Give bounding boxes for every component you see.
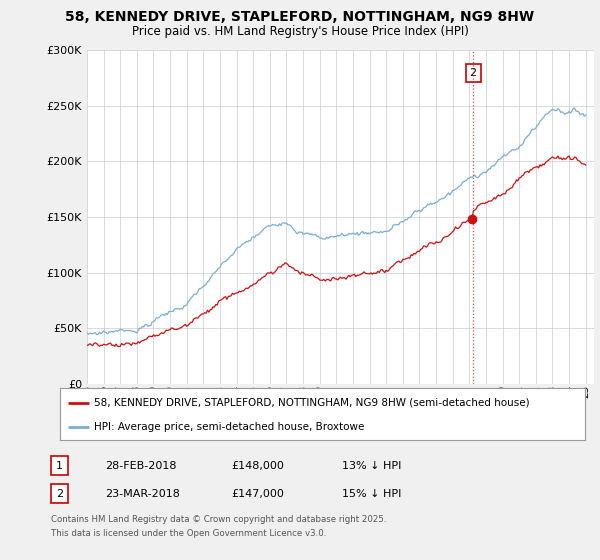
Text: 2: 2	[56, 489, 63, 499]
Text: 15% ↓ HPI: 15% ↓ HPI	[342, 489, 401, 499]
Text: 58, KENNEDY DRIVE, STAPLEFORD, NOTTINGHAM, NG9 8HW: 58, KENNEDY DRIVE, STAPLEFORD, NOTTINGHA…	[65, 10, 535, 24]
Text: Price paid vs. HM Land Registry's House Price Index (HPI): Price paid vs. HM Land Registry's House …	[131, 25, 469, 38]
Text: 23-MAR-2018: 23-MAR-2018	[105, 489, 180, 499]
Text: HPI: Average price, semi-detached house, Broxtowe: HPI: Average price, semi-detached house,…	[94, 422, 365, 432]
Text: Contains HM Land Registry data © Crown copyright and database right 2025.: Contains HM Land Registry data © Crown c…	[51, 515, 386, 524]
Text: 28-FEB-2018: 28-FEB-2018	[105, 461, 176, 471]
Text: £147,000: £147,000	[231, 489, 284, 499]
Text: 58, KENNEDY DRIVE, STAPLEFORD, NOTTINGHAM, NG9 8HW (semi-detached house): 58, KENNEDY DRIVE, STAPLEFORD, NOTTINGHA…	[94, 398, 530, 408]
Text: £148,000: £148,000	[231, 461, 284, 471]
Text: This data is licensed under the Open Government Licence v3.0.: This data is licensed under the Open Gov…	[51, 529, 326, 538]
Text: 1: 1	[56, 461, 63, 471]
Text: 2: 2	[470, 68, 477, 78]
Text: 13% ↓ HPI: 13% ↓ HPI	[342, 461, 401, 471]
